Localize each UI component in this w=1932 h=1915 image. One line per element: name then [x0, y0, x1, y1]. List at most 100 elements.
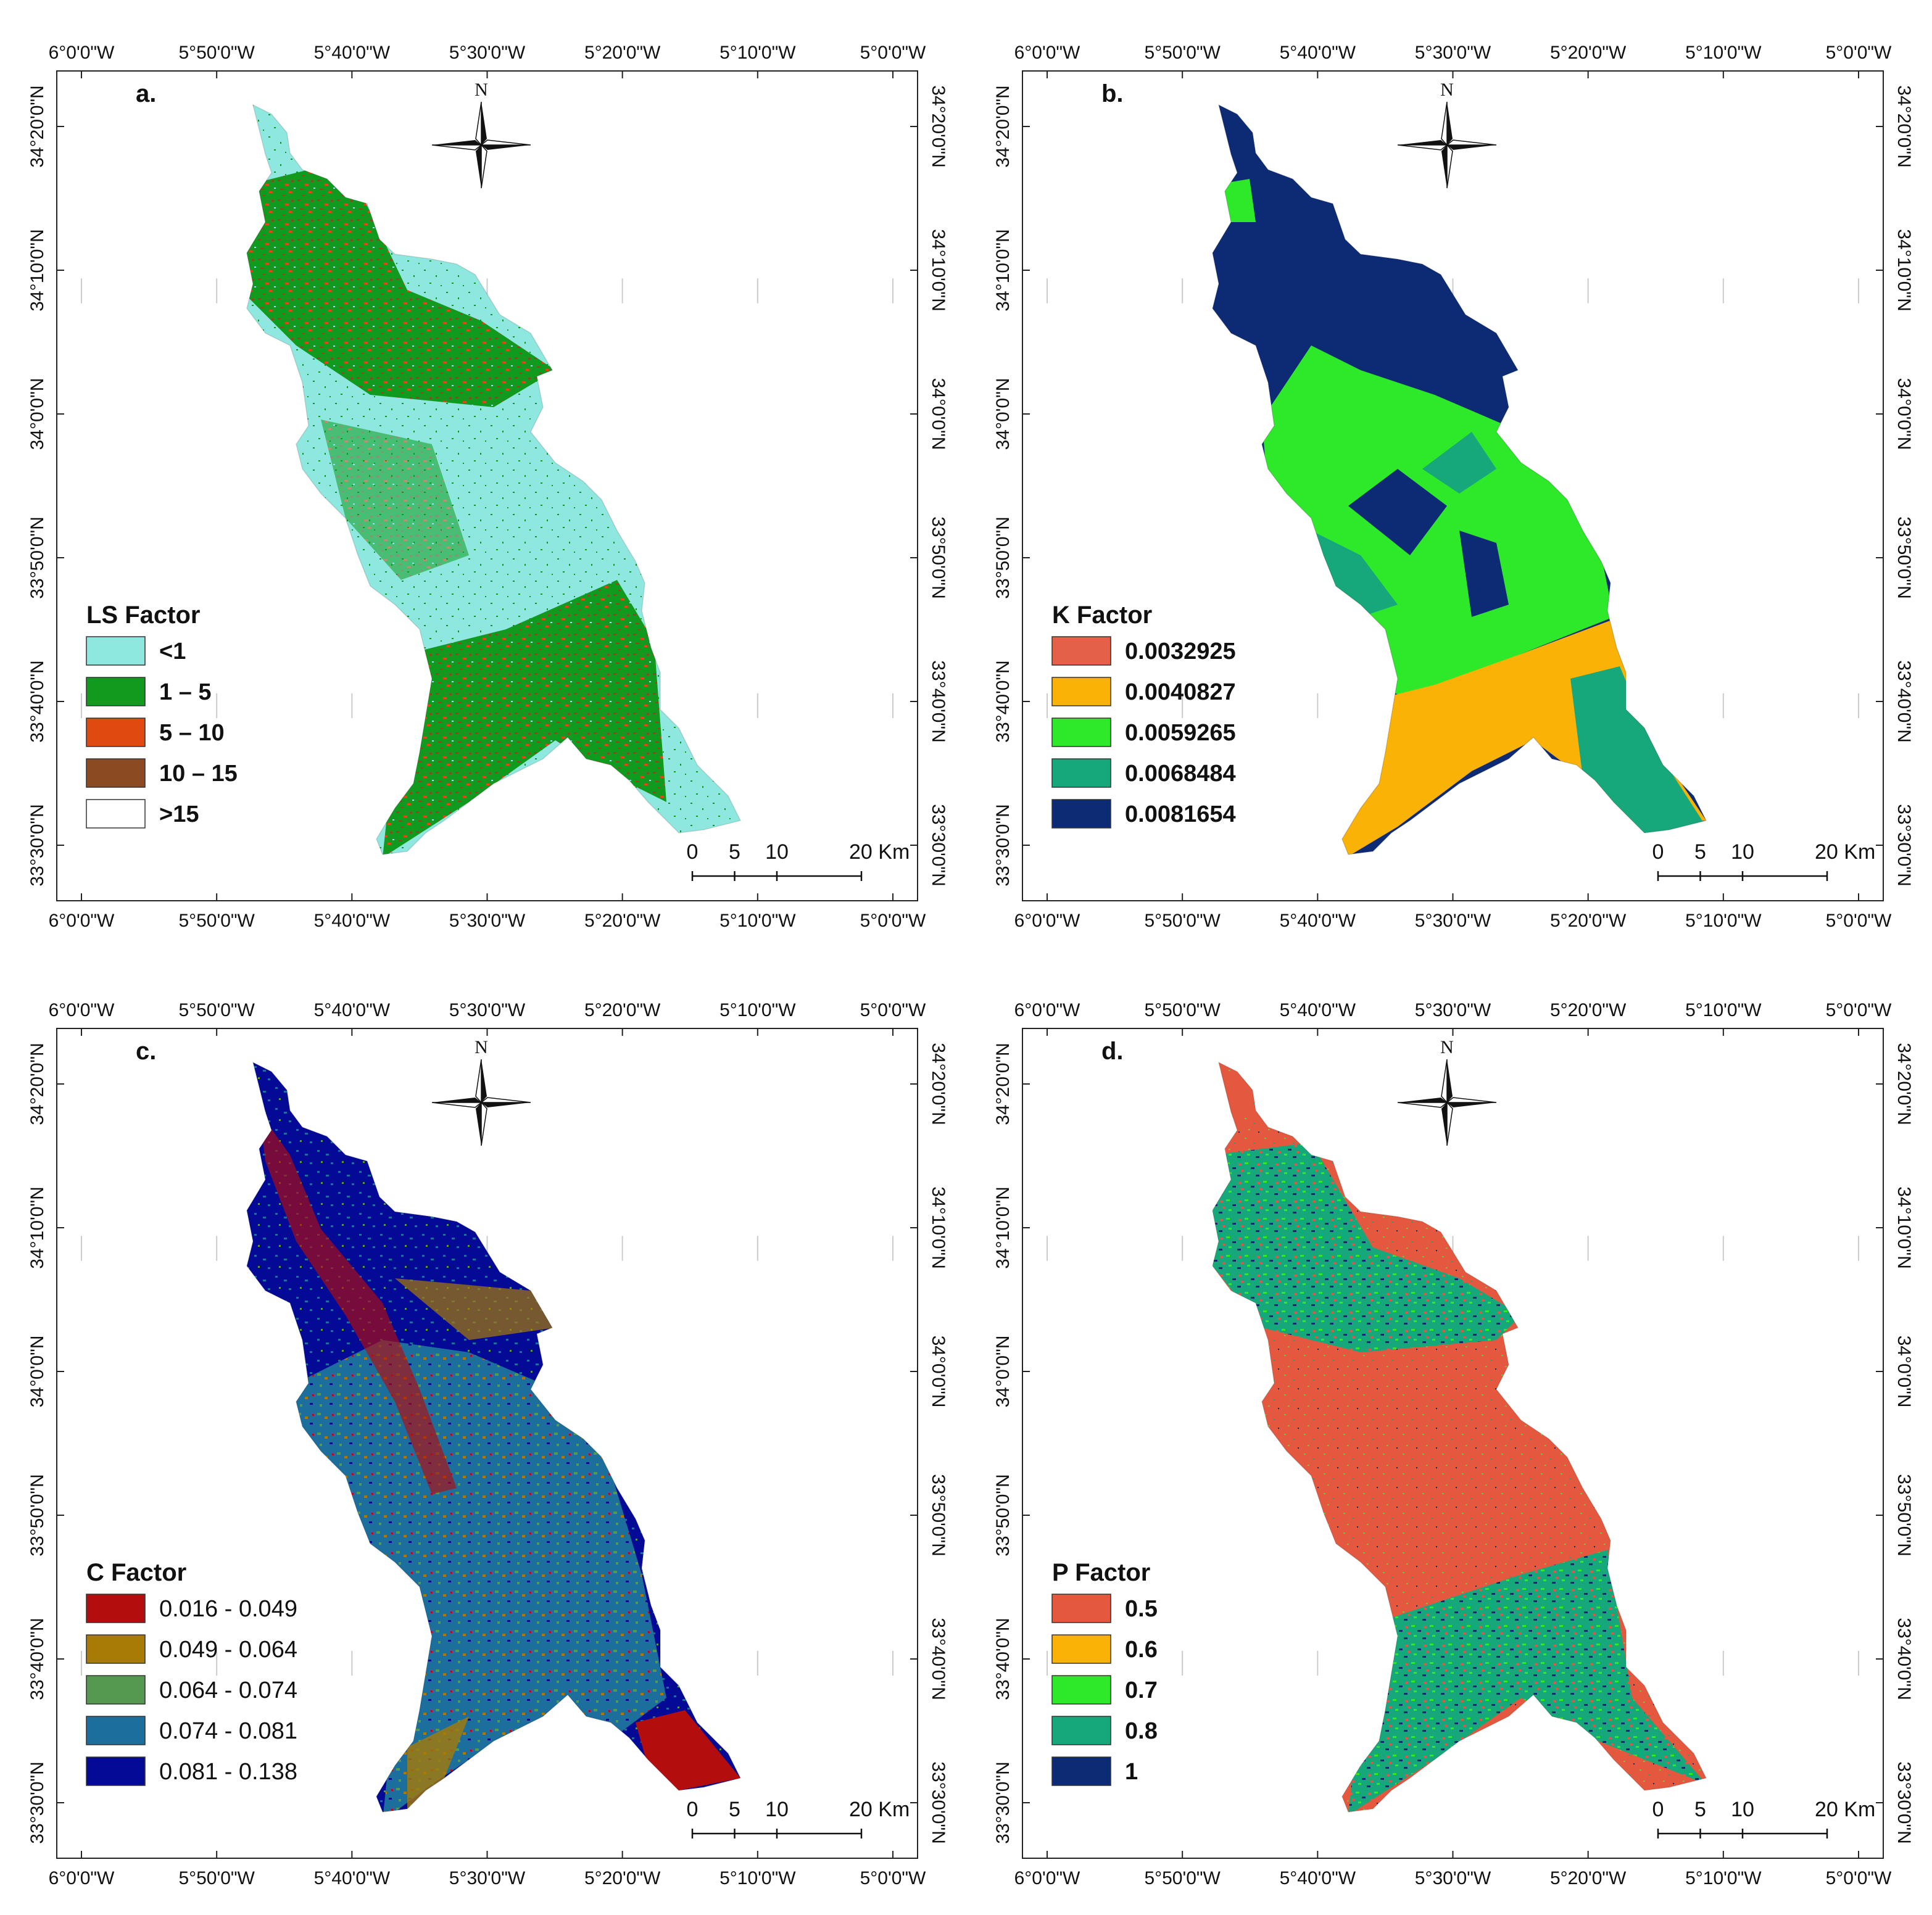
- lat-label-left: 34°20'0"N: [27, 1043, 48, 1125]
- lon-label-top: 5°0'0"W: [1826, 43, 1892, 63]
- lon-label-bottom: 5°20'0"W: [1550, 1868, 1627, 1888]
- legend-title: LS Factor: [86, 602, 200, 629]
- basin-raster: [1213, 1062, 1706, 1812]
- lon-label-bottom: 5°40'0"W: [1280, 911, 1356, 931]
- north-arrow-point: [1398, 1098, 1447, 1102]
- lat-label-right: 34°10'0"N: [928, 1186, 948, 1268]
- lat-label-right: 33°40'0"N: [1894, 660, 1914, 742]
- lon-label-bottom: 5°40'0"W: [314, 1868, 391, 1888]
- lon-label-top: 5°30'0"W: [449, 1000, 526, 1020]
- lon-label-top: 5°50'0"W: [178, 43, 255, 63]
- scale-bar-label: 0: [687, 1798, 699, 1821]
- legend-swatch: [86, 636, 146, 666]
- lat-label-left: 33°30'0"N: [27, 1761, 48, 1843]
- panel-label: d.: [1101, 1038, 1124, 1065]
- lat-label-left: 34°20'0"N: [993, 1043, 1013, 1125]
- lat-label-left: 33°50'0"N: [27, 1474, 48, 1556]
- legend-swatch: [1051, 1675, 1111, 1705]
- legend-swatch: [1051, 1716, 1111, 1745]
- map-panel-b: 6°0'0"W 6°0'0"W 5°50'0"W 5°50'0"W 5°40'0"W 5°…: [993, 43, 1914, 931]
- lon-label-top: 5°10'0"W: [719, 1000, 796, 1020]
- lon-label-top: 5°20'0"W: [584, 1000, 661, 1020]
- north-arrow-point: [476, 1102, 481, 1146]
- lon-label-bottom: 5°0'0"W: [1826, 1868, 1892, 1888]
- k-zone-0068484-patch: [1422, 432, 1496, 494]
- lat-label-left: 33°50'0"N: [993, 516, 1013, 598]
- panel-label: a.: [136, 80, 156, 107]
- north-arrow-point: [1398, 140, 1447, 145]
- north-arrow-point: [1441, 101, 1448, 146]
- legend-label: 1: [1125, 1759, 1138, 1785]
- lat-label-right: 33°40'0"N: [1894, 1618, 1914, 1700]
- lat-label-right: 33°30'0"N: [928, 1761, 948, 1843]
- panel-label: b.: [1101, 80, 1124, 107]
- lon-label-bottom: 5°20'0"W: [584, 911, 661, 931]
- lon-label-top: 5°0'0"W: [860, 1000, 926, 1020]
- lon-label-bottom: 5°10'0"W: [1685, 911, 1762, 931]
- lat-label-left: 34°10'0"N: [27, 229, 48, 311]
- lat-label-right: 33°30'0"N: [1894, 804, 1914, 886]
- k-zone-0059265: [1262, 345, 1614, 703]
- lat-label-right: 33°50'0"N: [928, 516, 948, 598]
- lat-label-left: 33°30'0"N: [993, 1761, 1013, 1843]
- legend-title: P Factor: [1052, 1559, 1150, 1586]
- legend-label: >15: [159, 801, 199, 827]
- lat-label-right: 34°0'0"N: [928, 378, 948, 450]
- lat-label-left: 34°0'0"N: [27, 1336, 48, 1408]
- lon-label-top: 5°20'0"W: [584, 43, 661, 63]
- lon-label-top: 6°0'0"W: [49, 1000, 115, 1020]
- lon-label-top: 5°10'0"W: [1685, 43, 1762, 63]
- scale-bar-label: 20 Km: [849, 840, 910, 864]
- legend-swatch: [86, 758, 146, 788]
- map-panel-c: 6°0'0"W 6°0'0"W 5°50'0"W 5°50'0"W 5°40'0"W 5°…: [27, 1000, 948, 1888]
- legend-swatch: [1051, 1594, 1111, 1623]
- lon-label-bottom: 5°40'0"W: [314, 911, 391, 931]
- c-agri-south: [407, 1716, 469, 1809]
- lat-label-left: 34°0'0"N: [993, 1336, 1013, 1408]
- k-zone-0068484-patch: [1311, 531, 1398, 617]
- lon-label-top: 5°10'0"W: [1685, 1000, 1762, 1020]
- lat-label-right: 34°20'0"N: [928, 85, 948, 167]
- legend-label: 0.0068484: [1125, 761, 1236, 787]
- north-label: N: [475, 1037, 488, 1057]
- lon-label-bottom: 6°0'0"W: [1014, 911, 1080, 931]
- legend-label: 0.6: [1125, 1637, 1158, 1663]
- scale-bar-label: 0: [1652, 1798, 1664, 1821]
- lat-label-right: 34°10'0"N: [1894, 1186, 1914, 1268]
- lon-label-bottom: 5°0'0"W: [860, 1868, 926, 1888]
- lon-label-bottom: 5°30'0"W: [1415, 911, 1491, 931]
- lon-label-bottom: 5°10'0"W: [1685, 1868, 1762, 1888]
- lat-label-left: 33°50'0"N: [27, 516, 48, 598]
- p-terraced-north: [1213, 1143, 1521, 1352]
- lat-label-right: 34°10'0"N: [928, 229, 948, 311]
- legend-label: 0.5: [1125, 1596, 1158, 1622]
- lon-label-bottom: 5°0'0"W: [860, 911, 926, 931]
- north-arrow-point: [432, 1098, 481, 1102]
- lon-label-top: 5°20'0"W: [1550, 1000, 1627, 1020]
- lon-label-top: 5°30'0"W: [449, 43, 526, 63]
- lon-label-bottom: 5°10'0"W: [719, 1868, 796, 1888]
- scale-bar-label: 5: [729, 1798, 740, 1821]
- lat-label-right: 34°20'0"N: [1894, 85, 1914, 167]
- lat-label-left: 34°10'0"N: [27, 1186, 48, 1268]
- legend-title: C Factor: [86, 1559, 186, 1586]
- lon-label-top: 5°0'0"W: [860, 43, 926, 63]
- north-arrow-point: [1441, 1102, 1447, 1146]
- legend-label: 0.0059265: [1125, 720, 1236, 746]
- legend-swatch: [1051, 799, 1111, 829]
- scale-bar-label: 5: [1694, 1798, 1706, 1821]
- legend-title: K Factor: [1052, 602, 1152, 629]
- lat-label-left: 34°0'0"N: [993, 378, 1013, 450]
- c-low-cover-south: [636, 1710, 740, 1790]
- lon-label-bottom: 5°40'0"W: [1280, 1868, 1356, 1888]
- legend-swatch: [1051, 1756, 1111, 1786]
- lat-label-left: 33°40'0"N: [993, 1618, 1013, 1700]
- legend-label: 1 – 5: [159, 679, 212, 705]
- north-arrow-point: [432, 140, 481, 145]
- legend-label: 0.081 - 0.138: [159, 1759, 297, 1785]
- legend-swatch: [86, 1594, 146, 1623]
- lat-label-right: 33°40'0"N: [928, 1618, 948, 1700]
- north-arrow-point: [481, 145, 531, 150]
- legend-label: 0.049 - 0.064: [159, 1637, 297, 1663]
- c-orchard-band: [395, 1278, 555, 1340]
